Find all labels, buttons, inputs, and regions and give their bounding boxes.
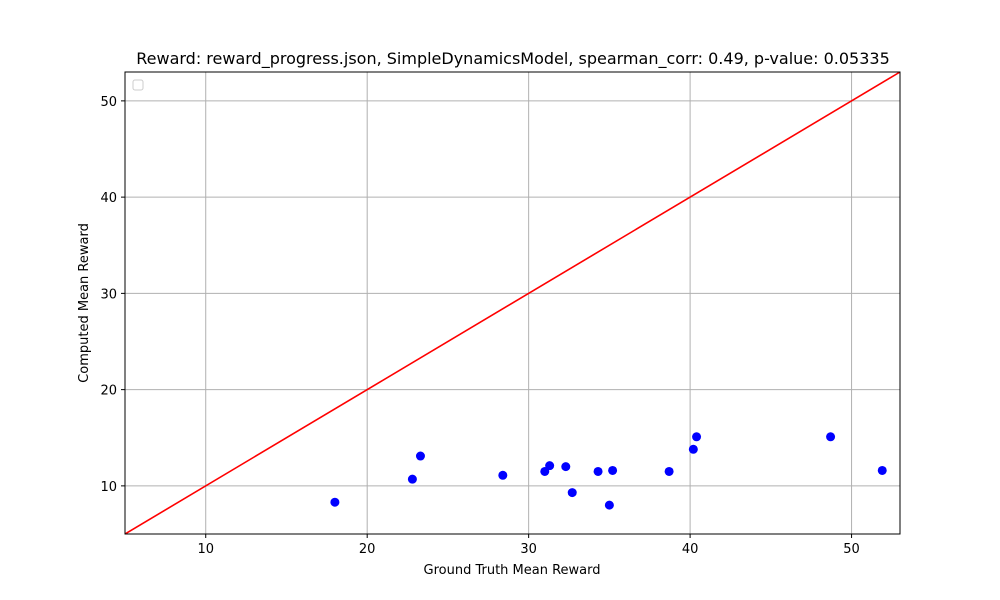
y-tick-label: 20 (100, 384, 117, 399)
data-point (415, 451, 425, 461)
x-tick-label: 50 (843, 542, 860, 557)
y-axis-ticks: 10 20 30 40 50 (100, 95, 125, 495)
grid (125, 72, 900, 534)
data-point (664, 466, 674, 476)
data-point (692, 432, 702, 442)
data-point (498, 470, 508, 480)
x-axis-ticks: 10 20 30 40 50 (197, 534, 860, 557)
x-axis-label: Ground Truth Mean Reward (424, 563, 601, 578)
data-point (567, 488, 577, 498)
y-tick-label: 30 (100, 287, 117, 302)
x-tick-label: 30 (520, 542, 537, 557)
y-tick-label: 40 (100, 191, 117, 206)
reference-line-group (124, 71, 901, 535)
data-point (593, 466, 603, 476)
chart-title: Reward: reward_progress.json, SimpleDyna… (136, 49, 890, 69)
data-point (608, 465, 618, 475)
x-tick-label: 10 (197, 542, 214, 557)
data-point (561, 462, 571, 472)
data-point (688, 444, 698, 454)
data-points (330, 432, 887, 510)
data-point (826, 432, 836, 442)
y-axis-label: Computed Mean Reward (77, 223, 92, 383)
x-tick-label: 20 (359, 542, 376, 557)
legend-box (132, 79, 144, 91)
x-tick-label: 40 (682, 542, 699, 557)
reference-line (124, 71, 901, 535)
y-tick-label: 10 (100, 480, 117, 495)
data-point (877, 465, 887, 475)
y-tick-label: 50 (100, 95, 117, 110)
data-point (330, 497, 340, 507)
plot-frame (124, 71, 901, 535)
data-point (407, 474, 417, 484)
data-point (545, 461, 555, 471)
data-point (604, 500, 614, 510)
